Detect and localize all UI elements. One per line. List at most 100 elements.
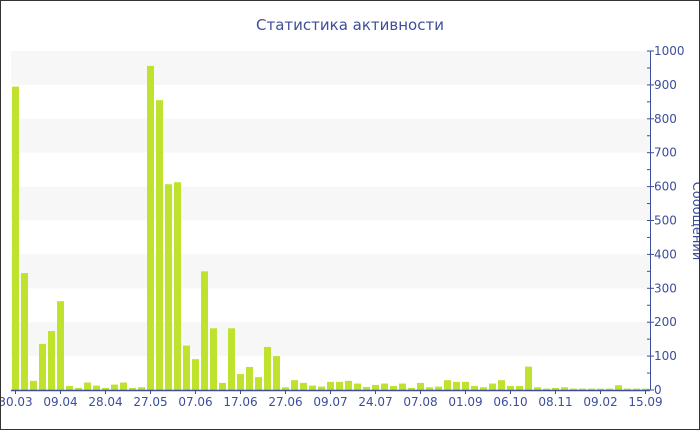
bar	[156, 100, 163, 390]
bar	[462, 381, 469, 390]
bar	[471, 385, 478, 390]
x-tick-label: 27.06	[268, 395, 302, 409]
bar	[498, 380, 505, 390]
bar	[633, 388, 640, 390]
bar	[615, 385, 622, 390]
grid-band	[11, 254, 650, 289]
bar	[588, 388, 595, 390]
bar	[174, 182, 181, 390]
bar	[57, 301, 64, 390]
x-tick-label: 27.05	[133, 395, 167, 409]
grid-band	[11, 186, 650, 221]
x-tick-label: 09.02	[583, 395, 617, 409]
bar	[282, 387, 289, 390]
bar	[309, 385, 316, 390]
bar	[255, 377, 262, 390]
bar	[48, 331, 55, 390]
bar	[93, 385, 100, 390]
bar	[372, 384, 379, 390]
y-tick-label: 200	[654, 315, 677, 329]
bar	[543, 388, 550, 390]
bar	[120, 382, 127, 390]
y-tick-label: 1000	[654, 44, 685, 58]
y-tick-label: 300	[654, 281, 677, 295]
bar	[327, 381, 334, 390]
bar	[426, 387, 433, 390]
bar	[192, 359, 199, 390]
bar	[129, 387, 136, 390]
bar	[273, 356, 280, 390]
x-tick-label: 15.09	[628, 395, 662, 409]
bar	[561, 387, 568, 390]
chart-title: Статистика активности	[256, 16, 444, 34]
bar	[165, 184, 172, 390]
bar	[570, 388, 577, 390]
grid-band	[11, 51, 650, 85]
bar	[291, 380, 298, 390]
x-tick-label: 06.10	[493, 395, 527, 409]
bar	[228, 328, 235, 390]
y-tick-label: 900	[654, 78, 677, 92]
bar	[21, 273, 28, 390]
bar	[507, 385, 514, 390]
y-tick-label: 600	[654, 180, 677, 194]
bar	[237, 374, 244, 390]
y-tick-label: 0	[654, 383, 662, 397]
bar	[318, 386, 325, 390]
x-tick-label: 07.08	[403, 395, 437, 409]
x-tick-label: 01.09	[448, 395, 482, 409]
x-tick-label: 08.11	[538, 395, 572, 409]
y-tick-label: 500	[654, 214, 677, 228]
bar	[201, 271, 208, 390]
bar	[84, 382, 91, 390]
bar	[102, 387, 109, 390]
bar	[336, 381, 343, 390]
bar	[516, 385, 523, 390]
bar	[480, 387, 487, 390]
bar	[381, 383, 388, 390]
bar	[147, 65, 154, 390]
bar	[597, 388, 604, 390]
x-tick-label: 17.06	[223, 395, 257, 409]
bar	[345, 380, 352, 390]
bar	[354, 383, 361, 390]
bar	[111, 384, 118, 390]
bar	[66, 385, 73, 390]
bar	[210, 328, 217, 390]
bar	[363, 386, 370, 390]
bar	[246, 366, 253, 390]
bar	[579, 388, 586, 390]
bar	[408, 387, 415, 390]
bar	[417, 382, 424, 390]
x-tick-label: 07.06	[178, 395, 212, 409]
grid-band	[11, 118, 650, 153]
bar	[525, 366, 532, 390]
bar	[300, 382, 307, 390]
grid-band	[11, 322, 650, 357]
bar	[489, 383, 496, 390]
y-tick-label: 100	[654, 349, 677, 363]
bar	[138, 387, 145, 390]
bar	[444, 380, 451, 390]
x-tick-label: 30.03	[1, 395, 33, 409]
y-tick-label: 800	[654, 112, 677, 126]
bar	[219, 382, 226, 390]
bar	[75, 387, 82, 390]
bar	[390, 385, 397, 390]
bar	[39, 343, 46, 390]
x-tick-label: 24.07	[358, 395, 392, 409]
bar	[534, 387, 541, 390]
bar	[624, 388, 631, 390]
bar	[264, 346, 271, 390]
bar	[606, 388, 613, 390]
bar	[30, 380, 37, 390]
x-tick-label: 09.07	[313, 395, 347, 409]
x-tick-label: 28.04	[88, 395, 122, 409]
bar	[552, 387, 559, 390]
y-tick-label: 700	[654, 146, 677, 160]
bar	[12, 86, 19, 390]
bar	[642, 388, 649, 390]
bar	[453, 381, 460, 390]
